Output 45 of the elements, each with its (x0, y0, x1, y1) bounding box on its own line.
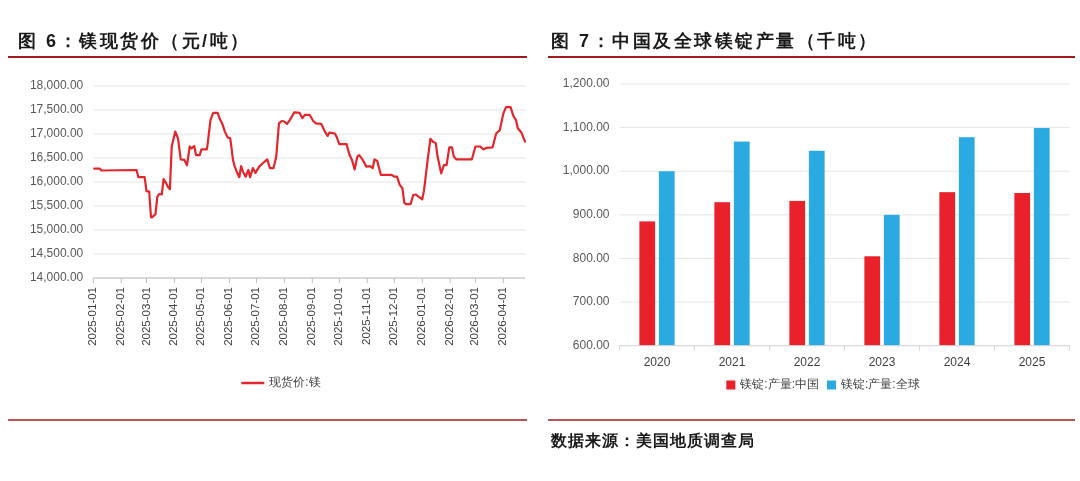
y-tick-label: 700.00 (572, 294, 610, 309)
y-tick-label: 15,500.00 (29, 198, 84, 213)
legend-label: 镁锭:产量:全球 (840, 377, 920, 392)
y-tick-label: 1,200.00 (562, 76, 610, 91)
x-tick-label: 2025-03-01 (139, 287, 152, 346)
x-tick-label: 2024 (943, 354, 971, 369)
legend-label: 现货价:镁 (269, 375, 321, 390)
y-tick-label: 18,000.00 (29, 78, 84, 93)
x-tick-label: 2026-04-01 (496, 287, 509, 346)
x-tick-label: 2025-04-01 (167, 287, 180, 346)
y-tick-label: 17,000.00 (29, 126, 84, 141)
y-tick-label: 17,500.00 (29, 102, 84, 117)
x-tick-label: 2025-05-01 (194, 287, 207, 346)
chart-title: 图 6：镁现货价（元/吨） (18, 31, 251, 51)
x-tick-label: 2025-07-01 (249, 287, 262, 346)
x-tick-label: 2025-09-01 (305, 287, 318, 346)
source-note: 数据来源：美国地质调查局 (550, 431, 755, 449)
x-tick-label: 2023 (868, 354, 896, 369)
y-tick-label: 14,500.00 (29, 246, 84, 261)
chart-title: 图 7：中国及全球镁锭产量（千吨） (551, 31, 879, 51)
line-series (93, 106, 527, 219)
y-tick-label: 14,000.00 (29, 270, 84, 285)
y-tick-label: 16,000.00 (29, 174, 84, 189)
x-tick-label: 2025-06-01 (222, 287, 235, 346)
x-tick-label: 2026-02-01 (443, 287, 456, 346)
x-tick-label: 2025-02-01 (114, 287, 127, 346)
x-tick-label: 2025-12-01 (387, 287, 400, 346)
y-tick-label: 1,100.00 (562, 119, 610, 134)
y-tick-label: 1,000.00 (562, 163, 610, 178)
x-tick-label: 2025 (1018, 354, 1046, 369)
y-tick-label: 800.00 (572, 250, 610, 265)
x-tick-label: 2022 (793, 354, 821, 369)
y-tick-label: 600.00 (572, 337, 610, 352)
x-tick-label: 2026-01-01 (415, 287, 428, 346)
legend-label: 镁锭:产量:中国 (739, 377, 819, 392)
y-tick-label: 900.00 (572, 207, 610, 222)
y-tick-label: 15,000.00 (29, 222, 84, 237)
x-tick-label: 2026-03-01 (468, 287, 481, 346)
x-tick-label: 2021 (718, 354, 746, 369)
x-tick-label: 2020 (643, 354, 671, 369)
x-tick-label: 2025-11-01 (360, 287, 373, 345)
y-tick-label: 16,500.00 (29, 150, 84, 165)
x-tick-label: 2025-01-01 (86, 287, 99, 346)
x-tick-label: 2025-08-01 (277, 287, 290, 346)
x-tick-label: 2025-10-01 (332, 287, 345, 346)
